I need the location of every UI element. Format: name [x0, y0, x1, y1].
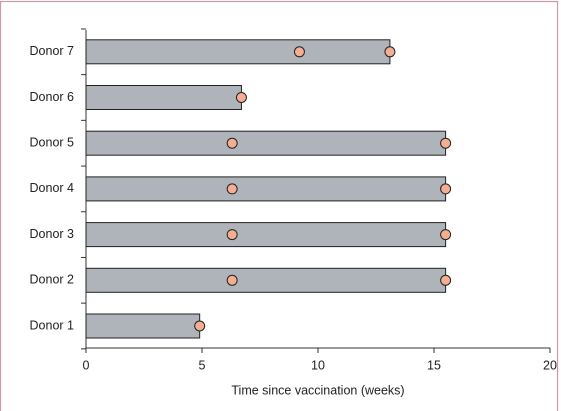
event-marker: [293, 46, 305, 58]
y-tick-label: Donor 3: [30, 227, 75, 241]
event-marker: [384, 46, 396, 58]
event-marker: [226, 229, 238, 241]
event-marker: [235, 92, 247, 103]
event-marker: [226, 274, 238, 286]
y-tick-label: Donor 7: [30, 44, 75, 58]
y-tick-label: Donor 6: [30, 90, 75, 104]
x-tick-label: 10: [311, 358, 325, 372]
event-marker: [194, 320, 206, 332]
event-marker: [226, 183, 238, 195]
bar: [85, 267, 447, 293]
y-tick-label: Donor 2: [30, 273, 75, 287]
event-marker: [440, 137, 452, 149]
x-tick-label: 5: [199, 358, 206, 372]
event-marker: [440, 183, 452, 195]
event-marker: [440, 229, 452, 241]
x-tick-label: 15: [427, 358, 441, 372]
bar: [85, 313, 201, 339]
y-tick-label: Donor 4: [30, 181, 75, 195]
bar: [85, 85, 242, 110]
event-marker: [440, 274, 452, 286]
bar: [85, 176, 447, 202]
y-tick-label: Donor 5: [30, 135, 75, 149]
x-tick-label: 0: [83, 358, 90, 372]
x-tick-label: 20: [543, 358, 557, 372]
event-marker: [226, 137, 238, 149]
bar: [85, 130, 447, 156]
x-axis-label: Time since vaccination (weeks): [231, 383, 404, 397]
bar: [85, 39, 391, 65]
y-tick-label: Donor 1: [30, 318, 75, 332]
bar: [85, 222, 447, 248]
